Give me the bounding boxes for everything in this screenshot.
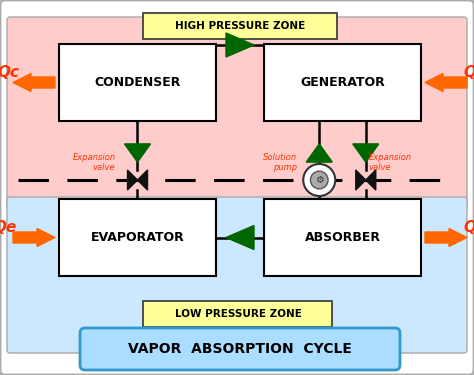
FancyArrow shape <box>425 74 467 92</box>
FancyBboxPatch shape <box>59 199 216 276</box>
FancyBboxPatch shape <box>7 197 467 353</box>
Text: GENERATOR: GENERATOR <box>300 76 385 89</box>
Text: ABSORBER: ABSORBER <box>304 231 381 244</box>
Polygon shape <box>306 144 332 162</box>
Text: LOW PRESSURE ZONE: LOW PRESSURE ZONE <box>174 309 301 319</box>
Text: valve: valve <box>369 163 392 172</box>
Text: Solution: Solution <box>263 153 297 162</box>
Text: Expansion: Expansion <box>73 153 116 162</box>
FancyArrow shape <box>13 228 55 246</box>
Text: valve: valve <box>93 163 116 172</box>
FancyBboxPatch shape <box>264 199 421 276</box>
Circle shape <box>310 171 328 189</box>
FancyArrow shape <box>425 228 467 246</box>
Polygon shape <box>353 144 379 162</box>
FancyBboxPatch shape <box>80 328 400 370</box>
Text: pump: pump <box>273 163 297 172</box>
Text: Qc: Qc <box>0 65 19 80</box>
FancyBboxPatch shape <box>59 44 216 121</box>
Polygon shape <box>128 170 147 190</box>
Polygon shape <box>226 33 254 57</box>
Text: CONDENSER: CONDENSER <box>94 76 181 89</box>
Text: ⚙: ⚙ <box>315 175 324 185</box>
FancyBboxPatch shape <box>7 17 467 208</box>
FancyBboxPatch shape <box>143 301 332 327</box>
Text: Expansion: Expansion <box>369 153 412 162</box>
Polygon shape <box>125 144 151 162</box>
Text: Qa: Qa <box>464 220 474 235</box>
FancyBboxPatch shape <box>143 13 337 39</box>
Text: Qg: Qg <box>463 65 474 80</box>
FancyArrow shape <box>13 74 55 92</box>
Text: VAPOR  ABSORPTION  CYCLE: VAPOR ABSORPTION CYCLE <box>128 342 352 356</box>
Text: EVAPORATOR: EVAPORATOR <box>91 231 184 244</box>
Polygon shape <box>226 225 254 249</box>
Circle shape <box>303 164 335 196</box>
Text: HIGH PRESSURE ZONE: HIGH PRESSURE ZONE <box>175 21 305 31</box>
Text: Qe: Qe <box>0 220 17 235</box>
Polygon shape <box>356 170 376 190</box>
FancyBboxPatch shape <box>264 44 421 121</box>
